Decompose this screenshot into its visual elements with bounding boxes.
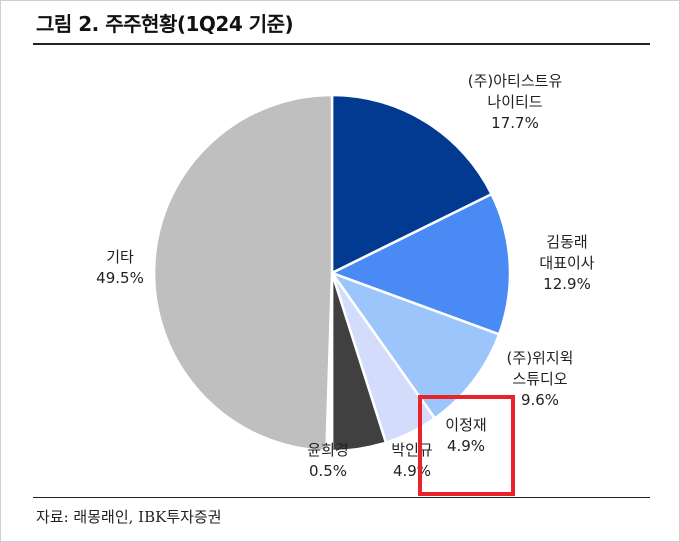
source-note: 자료: 래몽래인, IBK투자증권 [36, 508, 222, 526]
pie-slice-2 [328, 192, 512, 336]
slice-value-label: 12.9% [543, 275, 591, 293]
highlight-box [418, 395, 515, 496]
pie-slice-3 [328, 270, 501, 421]
slice-value-label: 49.5% [96, 269, 144, 287]
slice-value-label: 4.9% [393, 462, 431, 480]
slice-value-label: 4.9% [447, 437, 485, 455]
slice-name-label: 기타 [106, 248, 134, 266]
figure-title: 그림 2. 주주현황(1Q24 기준) [36, 12, 294, 36]
slice-name-label: 나이티드 [487, 93, 542, 111]
slice-name-label: 김동래 [546, 233, 587, 251]
pie-slice-1 [330, 93, 494, 276]
slice-value-label: 9.6% [521, 391, 559, 409]
slice-name-label: (주)아티스트유 [468, 72, 563, 90]
source-rule [33, 497, 650, 498]
slice-value-label: 0.5% [309, 462, 347, 480]
pie-slices [152, 93, 512, 453]
slice-name-label: (주)위지윅 [507, 349, 574, 367]
slice-name-label: 윤희경 [307, 441, 348, 459]
slice-name-label: 박인규 [391, 441, 432, 459]
slice-name-label: 스튜디오 [512, 370, 567, 388]
pie-slice-7 [152, 93, 334, 453]
slice-name-label: 이정재 [445, 416, 486, 434]
slice-name-label: 대표이사 [539, 254, 594, 272]
title-rule [33, 43, 650, 45]
slice-value-label: 17.7% [491, 114, 539, 132]
